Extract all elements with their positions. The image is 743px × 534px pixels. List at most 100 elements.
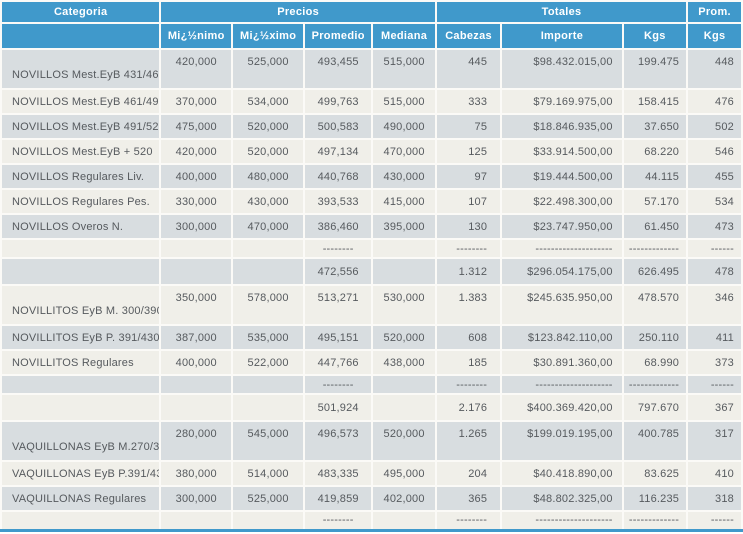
cell-cabezas: 130 bbox=[434, 213, 503, 240]
header-group-row: Categoria Precios Totales Prom. bbox=[0, 0, 743, 24]
cell-cabezas: 445 bbox=[434, 48, 503, 90]
cell-cabezas: 107 bbox=[434, 188, 503, 215]
cell-categoria: NOVILLOS Mest.EyB 431/460 bbox=[0, 48, 162, 90]
cell-cabezas: 2.176 bbox=[434, 393, 503, 422]
cell-minimo: 300,000 bbox=[159, 213, 234, 240]
cell-categoria: VAQUILLONAS EyB M.270/390 bbox=[0, 420, 162, 462]
table-row: NOVILLITOS EyB P. 391/430 387,000 535,000 4… bbox=[0, 324, 743, 351]
cell-maximo: 534,000 bbox=[231, 88, 306, 115]
table-row: NOVILLOS Regulares Pes. 330,000 430,000 393… bbox=[0, 188, 743, 215]
cell-importe: $22.498.300,00 bbox=[500, 188, 624, 215]
cell-categoria: NOVILLOS Regulares Pes. bbox=[0, 188, 162, 215]
cell-maximo bbox=[231, 374, 306, 395]
cell-cabezas: 185 bbox=[434, 349, 503, 376]
header-sub-row: Mi¿½nimo Mi¿½ximo Promedio Mediana Cabez… bbox=[0, 22, 743, 50]
table-row: NOVILLOS Mest.EyB 491/520 475,000 520,000 5… bbox=[0, 113, 743, 140]
cell-kgs: 83.625 bbox=[621, 460, 689, 487]
table-body: NOVILLOS Mest.EyB 431/460 420,000 525,000 4… bbox=[0, 48, 743, 531]
cell-importe: -------------------- bbox=[500, 510, 624, 531]
cell-cabezas: 1.383 bbox=[434, 284, 503, 326]
cell-maximo: 520,000 bbox=[231, 138, 306, 165]
cell-categoria: VAQUILLONAS Regulares bbox=[0, 485, 162, 512]
separator-row: -------- -------- -------------------- ----… bbox=[0, 510, 743, 531]
cell-promedio: 386,460 bbox=[303, 213, 374, 240]
cell-kgs: 44.115 bbox=[621, 163, 689, 190]
table-row: NOVILLOS Regulares Liv. 400,000 480,000 440… bbox=[0, 163, 743, 190]
cell-minimo: 387,000 bbox=[159, 324, 234, 351]
cell-categoria: NOVILLOS Mest.EyB + 520 bbox=[0, 138, 162, 165]
cell-mediana bbox=[371, 238, 437, 259]
cell-promedio: 493,455 bbox=[303, 48, 374, 90]
cell-categoria bbox=[0, 510, 162, 531]
subtotal-row: 501,924 2.176 $400.369.420,00 797.670 367 bbox=[0, 393, 743, 422]
cell-prom-kgs: ------ bbox=[686, 510, 743, 531]
table-row: VAQUILLONAS Regulares 300,000 525,000 419,8… bbox=[0, 485, 743, 512]
cell-prom-kgs: 476 bbox=[686, 88, 743, 115]
cell-minimo bbox=[159, 257, 234, 286]
cell-categoria: NOVILLITOS EyB M. 300/390 bbox=[0, 284, 162, 326]
cell-categoria bbox=[0, 257, 162, 286]
cell-importe: $123.842.110,00 bbox=[500, 324, 624, 351]
cell-minimo bbox=[159, 393, 234, 422]
cell-maximo bbox=[231, 257, 306, 286]
cell-prom-kgs: 546 bbox=[686, 138, 743, 165]
cell-mediana: 520,000 bbox=[371, 420, 437, 462]
cell-importe: $400.369.420,00 bbox=[500, 393, 624, 422]
cell-cabezas: 204 bbox=[434, 460, 503, 487]
cell-promedio: -------- bbox=[303, 238, 374, 259]
cell-maximo: 430,000 bbox=[231, 188, 306, 215]
cell-minimo bbox=[159, 238, 234, 259]
cell-importe: $79.169.975,00 bbox=[500, 88, 624, 115]
cell-kgs: ------------- bbox=[621, 510, 689, 531]
cell-promedio: 447,766 bbox=[303, 349, 374, 376]
cell-importe: $30.891.360,00 bbox=[500, 349, 624, 376]
cell-promedio: 497,134 bbox=[303, 138, 374, 165]
cell-prom-kgs: 448 bbox=[686, 48, 743, 90]
cell-importe: -------------------- bbox=[500, 374, 624, 395]
cell-promedio: 500,583 bbox=[303, 113, 374, 140]
cell-kgs: ------------- bbox=[621, 374, 689, 395]
cell-kgs: 61.450 bbox=[621, 213, 689, 240]
cell-importe: $296.054.175,00 bbox=[500, 257, 624, 286]
header-prom-kgs: Kgs bbox=[686, 22, 743, 50]
cell-kgs: 250.110 bbox=[621, 324, 689, 351]
cell-cabezas: 1.312 bbox=[434, 257, 503, 286]
cell-cabezas: 1.265 bbox=[434, 420, 503, 462]
cell-promedio: 472,556 bbox=[303, 257, 374, 286]
cell-mediana: 402,000 bbox=[371, 485, 437, 512]
cell-kgs: 37.650 bbox=[621, 113, 689, 140]
cell-prom-kgs: 317 bbox=[686, 420, 743, 462]
cell-cabezas: -------- bbox=[434, 374, 503, 395]
cell-promedio: 501,924 bbox=[303, 393, 374, 422]
cell-prom-kgs: 455 bbox=[686, 163, 743, 190]
cell-mediana: 515,000 bbox=[371, 48, 437, 90]
header-minimo: Mi¿½nimo bbox=[159, 22, 234, 50]
cell-prom-kgs: 411 bbox=[686, 324, 743, 351]
cell-kgs: ------------- bbox=[621, 238, 689, 259]
cell-mediana: 430,000 bbox=[371, 163, 437, 190]
header-mediana: Mediana bbox=[371, 22, 437, 50]
cell-maximo bbox=[231, 393, 306, 422]
cell-maximo: 470,000 bbox=[231, 213, 306, 240]
cell-prom-kgs: ------ bbox=[686, 374, 743, 395]
cell-promedio: 440,768 bbox=[303, 163, 374, 190]
subtotal-row: 472,556 1.312 $296.054.175,00 626.495 478 bbox=[0, 257, 743, 286]
cell-prom-kgs: 478 bbox=[686, 257, 743, 286]
cell-minimo: 330,000 bbox=[159, 188, 234, 215]
cell-categoria: NOVILLOS Overos N. bbox=[0, 213, 162, 240]
cell-importe: $33.914.500,00 bbox=[500, 138, 624, 165]
cell-minimo: 280,000 bbox=[159, 420, 234, 462]
cell-promedio: 499,763 bbox=[303, 88, 374, 115]
header-prom: Prom. bbox=[686, 0, 743, 24]
header-categoria-empty bbox=[0, 22, 162, 50]
cell-importe: $40.418.890,00 bbox=[500, 460, 624, 487]
cell-mediana: 470,000 bbox=[371, 138, 437, 165]
cell-cabezas: 365 bbox=[434, 485, 503, 512]
cell-cabezas: 608 bbox=[434, 324, 503, 351]
cell-cabezas: 333 bbox=[434, 88, 503, 115]
cell-minimo: 400,000 bbox=[159, 163, 234, 190]
cell-minimo: 475,000 bbox=[159, 113, 234, 140]
cell-kgs: 400.785 bbox=[621, 420, 689, 462]
cell-minimo: 350,000 bbox=[159, 284, 234, 326]
